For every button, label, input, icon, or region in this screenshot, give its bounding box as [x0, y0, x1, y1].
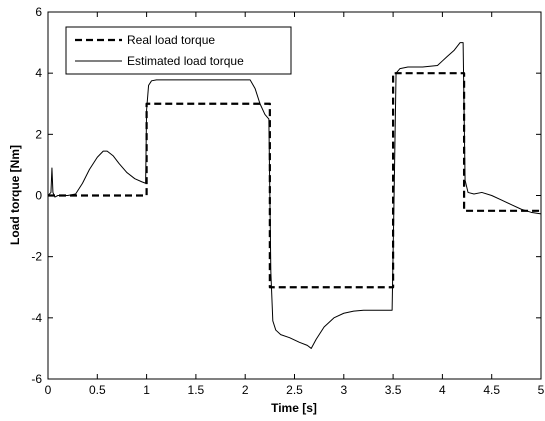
legend: Real load torque Estimated load torque [65, 26, 292, 75]
y-tick-label: -2 [31, 250, 42, 264]
series-line-estimated-load-torque [47, 42, 542, 349]
y-tick-label: -6 [31, 372, 42, 386]
legend-entry-real-load-torque: Real load torque [127, 33, 215, 47]
y-tick-label: 4 [35, 66, 42, 80]
x-tick-label: 2 [242, 383, 249, 397]
y-tick-label: 0 [35, 189, 42, 203]
legend-entry-estimated-load-torque: Estimated load torque [127, 54, 244, 68]
y-tick-label: 6 [35, 5, 42, 19]
x-axis-label: Time [s] [271, 401, 317, 415]
ticks-layer: 0 0.5 1 1.5 2 2.5 3 3.5 4 4.5 5 -6 -4 -2 0 2 4 6 [31, 5, 544, 397]
x-tick-label: 0.5 [89, 383, 106, 397]
y-tick-label: 2 [35, 127, 42, 141]
x-tick-label: 3.5 [385, 383, 402, 397]
x-tick-label: 5 [538, 383, 545, 397]
y-tick-label: -4 [31, 311, 42, 325]
x-tick-label: 4.5 [483, 383, 500, 397]
y-axis-label: Load torque [Nm] [8, 145, 22, 245]
x-tick-label: 4 [439, 383, 446, 397]
plot-frame [47, 11, 542, 380]
x-tick-label: 1 [143, 383, 150, 397]
x-tick-label: 0 [45, 383, 52, 397]
x-tick-label: 3 [340, 383, 347, 397]
legend-box [65, 26, 292, 75]
series-layer [47, 42, 542, 349]
x-tick-label: 2.5 [286, 383, 303, 397]
x-tick-label: 1.5 [188, 383, 205, 397]
